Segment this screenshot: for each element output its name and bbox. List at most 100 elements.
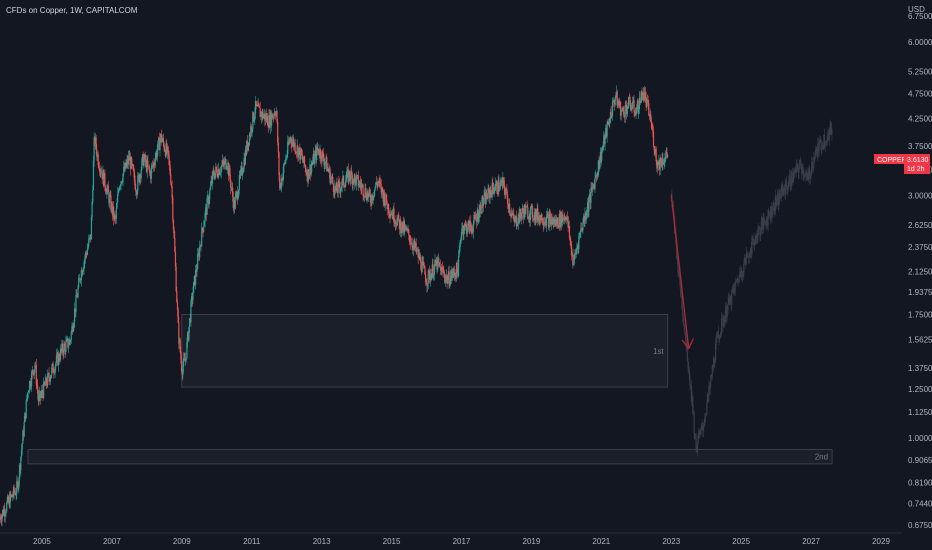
- candle: [382, 189, 384, 208]
- projection-candle: [809, 166, 811, 185]
- candle: [85, 251, 87, 260]
- candle: [400, 228, 402, 238]
- zone-box-1[interactable]: [181, 314, 669, 388]
- candle: [175, 262, 177, 293]
- candle: [632, 96, 634, 103]
- candle: [49, 375, 52, 386]
- candle: [180, 346, 182, 364]
- projection-candle: [756, 233, 758, 244]
- candle: [169, 160, 171, 176]
- candle: [392, 206, 394, 222]
- candle: [476, 213, 478, 229]
- candle: [585, 211, 587, 224]
- projection-candle: [738, 274, 740, 284]
- candle: [574, 248, 577, 259]
- projection-candle: [728, 291, 730, 306]
- candle: [616, 89, 618, 109]
- candle: [657, 161, 659, 171]
- candle: [467, 221, 469, 233]
- candle: [594, 172, 596, 193]
- candle: [599, 147, 601, 168]
- candle: [228, 163, 230, 176]
- candle: [492, 183, 495, 195]
- candle: [83, 260, 85, 275]
- projection-candle: [765, 220, 767, 230]
- price-tick-label: 5.2500: [908, 68, 932, 77]
- candle: [631, 104, 633, 114]
- projection-candle: [778, 189, 781, 205]
- candle: [650, 111, 652, 123]
- candle: [252, 111, 254, 133]
- badge-countdown: 1d 2h: [907, 166, 925, 173]
- projection-candle: [741, 267, 743, 281]
- candle: [155, 150, 157, 162]
- candle: [566, 211, 569, 222]
- candle: [595, 170, 597, 178]
- candle: [195, 264, 197, 277]
- projection-candle: [688, 361, 690, 374]
- projection-candle: [760, 229, 762, 242]
- candle: [363, 196, 366, 203]
- candle: [386, 200, 388, 216]
- candle: [345, 171, 347, 182]
- candle: [402, 216, 404, 236]
- candle: [145, 155, 148, 174]
- candle: [115, 203, 117, 224]
- candle: [665, 147, 667, 160]
- projection-candle: [704, 412, 707, 423]
- candle: [332, 183, 335, 198]
- candle: [131, 156, 133, 169]
- candle: [545, 218, 547, 229]
- candle: [107, 180, 109, 193]
- candle: [451, 269, 453, 284]
- candle: [312, 147, 314, 165]
- candle: [230, 174, 232, 195]
- candle: [341, 178, 343, 193]
- projection-candle: [780, 194, 782, 200]
- candle: [517, 217, 519, 227]
- candle: [104, 169, 106, 192]
- candle: [51, 362, 54, 371]
- candle: [305, 169, 308, 176]
- projection-candle: [785, 176, 787, 188]
- candle: [511, 210, 513, 216]
- candle: [547, 211, 549, 219]
- candle: [211, 175, 213, 186]
- candle: [260, 111, 262, 121]
- candle: [524, 204, 526, 215]
- candle: [636, 98, 638, 110]
- time-axis[interactable]: 2005 2007 2009 2011 2013 2015 2017 2019 2021 2023…: [0, 532, 902, 546]
- candle: [405, 227, 407, 232]
- candle: [379, 174, 381, 189]
- price-axis[interactable]: 6.75006.00005.25004.75004.25003.75003.37…: [908, 12, 932, 530]
- projection-candle: [803, 173, 805, 179]
- candle: [129, 152, 132, 176]
- candle: [482, 194, 484, 209]
- projection-candle: [766, 215, 768, 230]
- candle: [660, 159, 663, 168]
- projection-candle: [816, 149, 818, 159]
- projection-candle: [797, 167, 799, 180]
- candle: [263, 109, 265, 119]
- candle: [355, 176, 357, 188]
- candle: [123, 162, 125, 172]
- projection-candle: [694, 432, 696, 440]
- candle: [161, 138, 163, 143]
- candle: [648, 99, 650, 117]
- zone-box-2[interactable]: [27, 449, 833, 465]
- candle: [634, 107, 636, 116]
- projection-candle: [695, 433, 697, 454]
- candle: [344, 184, 346, 192]
- candle: [426, 277, 428, 293]
- projection-candle: [802, 163, 804, 181]
- price-tick-label: 0.9065: [908, 456, 932, 465]
- projection-candle: [775, 195, 777, 210]
- candle: [531, 203, 534, 223]
- projection-candle: [828, 127, 830, 146]
- candle: [166, 143, 169, 160]
- candle: [346, 166, 348, 183]
- candle: [585, 210, 587, 224]
- candle: [564, 213, 566, 225]
- candle: [431, 258, 433, 277]
